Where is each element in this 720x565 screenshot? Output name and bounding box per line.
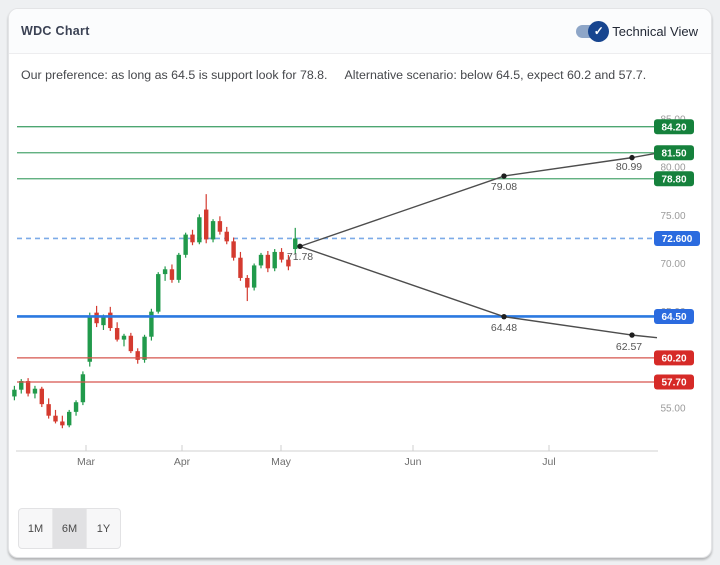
projection-lines: 79.08 80.99 64.48 62.57 71.78 (287, 152, 658, 353)
svg-text:81.50: 81.50 (661, 148, 686, 159)
svg-text:78.80: 78.80 (661, 174, 686, 185)
svg-text:55.00: 55.00 (660, 403, 685, 414)
svg-text:84.20: 84.20 (661, 122, 686, 133)
svg-text:80.99: 80.99 (616, 161, 642, 173)
svg-text:Apr: Apr (174, 456, 191, 468)
range-button-1y[interactable]: 1Y (96, 522, 111, 535)
range-button-6m[interactable]: 6M (53, 509, 87, 548)
preference-primary: Our preference: as long as 64.5 is suppo… (21, 68, 328, 82)
svg-text:62.57: 62.57 (616, 341, 642, 353)
toggle-knob: ✓ (588, 20, 610, 42)
card-header: WDC Chart ✓ Technical View (9, 9, 711, 54)
range-button-group: 1M 6M 1Y (18, 508, 121, 549)
svg-text:60.20: 60.20 (661, 354, 686, 365)
svg-text:75.00: 75.00 (660, 211, 685, 222)
svg-text:57.70: 57.70 (661, 378, 686, 389)
svg-text:70.00: 70.00 (660, 259, 685, 270)
svg-text:Jun: Jun (405, 456, 422, 468)
svg-text:Mar: Mar (77, 456, 96, 468)
level-lines (17, 126, 655, 383)
price-badges: 84.20 81.50 78.80 72.600 64.50 60.20 57.70 (654, 119, 700, 390)
range-button-1m[interactable]: 1M (19, 509, 53, 548)
svg-text:79.08: 79.08 (491, 181, 517, 193)
technical-view-toggle[interactable]: ✓ Technical View (576, 20, 698, 42)
svg-text:Jul: Jul (542, 456, 555, 468)
check-icon: ✓ (593, 24, 604, 38)
svg-text:64.50: 64.50 (661, 312, 686, 323)
analyst-preference: Our preference: as long as 64.5 is suppo… (21, 68, 699, 82)
price-chart: 79.08 80.99 64.48 62.57 71.78 Mar Apr May Jun Jul… (12, 115, 700, 468)
page-title: WDC Chart (21, 24, 90, 38)
preference-alternative: Alternative scenario: below 64.5, expect… (344, 68, 647, 82)
svg-text:72.600: 72.600 (662, 234, 693, 245)
candles-group (12, 194, 298, 429)
axes-group: MarAprMayJunJul85.0080.0075.0070.0065.00… (16, 115, 686, 468)
svg-text:May: May (271, 456, 292, 468)
svg-text:80.00: 80.00 (660, 163, 685, 174)
toggle-switch[interactable]: ✓ (576, 20, 610, 42)
chart-card: WDC Chart ✓ Technical View Our preferenc… (8, 8, 712, 558)
svg-text:64.48: 64.48 (491, 322, 517, 334)
svg-text:71.78: 71.78 (287, 251, 313, 263)
toggle-label: Technical View (612, 23, 698, 39)
